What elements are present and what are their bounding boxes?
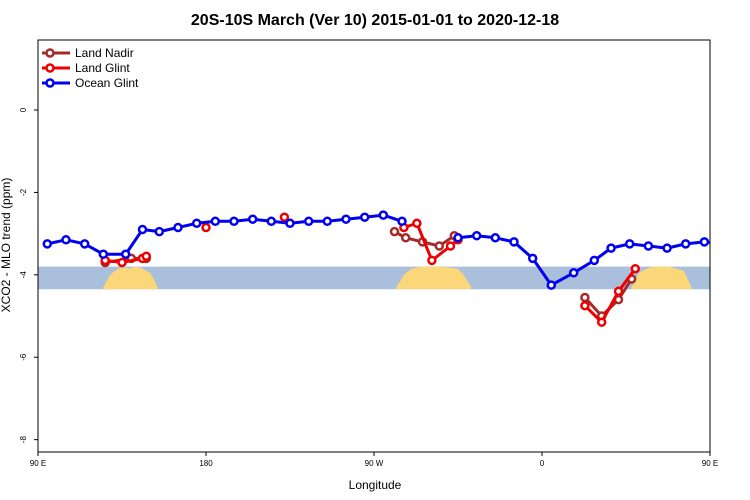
ocean-glint-point (453, 233, 463, 243)
legend-marker (45, 48, 55, 58)
ocean-glint-point (229, 216, 239, 227)
ocean-glint-point (662, 243, 672, 253)
land-glint-point (279, 212, 290, 222)
ocean-glint-point (359, 212, 370, 222)
ocean-glint-point (589, 255, 600, 266)
surface-band (38, 266, 710, 290)
land-glint-point (117, 257, 127, 268)
chart-title: 20S-10S March (Ver 10) 2015-01-01 to 202… (191, 12, 559, 29)
land-glint-point (630, 263, 641, 274)
ocean-glint-point (191, 218, 202, 229)
land-glint-point (141, 251, 152, 262)
land-nadir-point (400, 233, 411, 243)
land-nadir-point (389, 226, 400, 237)
land-glint-point (412, 218, 422, 229)
legend-item-land-nadir: Land Nadir (42, 46, 134, 60)
land-glint-series (100, 212, 641, 327)
ocean-glint-series (42, 210, 745, 290)
ocean-glint-point (341, 214, 351, 224)
ocean-glint-point (247, 214, 258, 224)
land-glint-point (580, 300, 590, 311)
series-layer (42, 210, 745, 327)
y-axis-label: XCO2 - MLO trend (ppm) (0, 178, 13, 313)
legend-label: Land Glint (75, 61, 130, 75)
y-tick-label: 0 (19, 107, 28, 112)
land-glint-line (583, 267, 637, 324)
ocean-glint-point (680, 239, 691, 249)
land-nadir-point (434, 241, 445, 251)
ocean-glint-point (471, 230, 482, 241)
ocean-glint-point (322, 216, 333, 227)
x-tick-label: 90 E (702, 459, 718, 468)
y-tick-label: -4 (19, 271, 28, 279)
land-patch (103, 266, 158, 290)
ocean-glint-point (397, 216, 407, 227)
ocean-glint-point (738, 251, 745, 258)
legend-label: Land Nadir (75, 46, 134, 60)
legend-item-ocean-glint: Ocean Glint (42, 76, 139, 90)
land-glint-point (596, 317, 607, 327)
ocean-glint-point (137, 224, 148, 235)
ocean-glint-point (303, 216, 314, 227)
x-tick-label: 180 (199, 459, 213, 468)
ocean-glint-point (173, 222, 183, 233)
legend-label: Ocean Glint (75, 76, 139, 90)
ocean-glint-point (79, 239, 90, 249)
ocean-glint-point (210, 216, 221, 227)
ocean-glint-point (624, 239, 635, 249)
ocean-glint-point (42, 239, 53, 249)
ocean-glint-point (527, 253, 538, 264)
legend-item-land-glint: Land Glint (42, 61, 130, 75)
legend-marker (45, 63, 55, 73)
land-glint-point (445, 241, 456, 251)
ocean-glint-point (98, 249, 109, 259)
y-tick-label: -8 (19, 436, 28, 444)
ocean-glint-point (285, 218, 295, 229)
axes: 90 E 180 90 W 0 90 E 0 -2 -4 -6 -8 (19, 39, 718, 468)
x-tick-label: 0 (540, 459, 545, 468)
x-tick-label: 90 E (30, 459, 46, 468)
ocean-glint-point (509, 237, 519, 247)
land-patch (631, 266, 692, 290)
ocean-glint-point (568, 268, 579, 278)
y-tick-label: -2 (19, 188, 28, 196)
ocean-glint-point (546, 280, 557, 290)
land-glint-point (427, 255, 437, 266)
ocean-glint-point (643, 241, 654, 251)
y-tick-label: -6 (19, 353, 28, 361)
ocean-glint-point (490, 233, 501, 243)
legend-marker (45, 78, 55, 88)
x-axis-label: Longitude (349, 478, 402, 492)
ocean-glint-point (606, 243, 616, 253)
ocean-glint-point (120, 249, 131, 259)
land-patch (396, 266, 472, 290)
ocean-glint-point (61, 235, 71, 245)
ocean-glint-point (154, 226, 165, 237)
land-glint-point (201, 222, 211, 233)
ocean-glint-point (720, 240, 727, 247)
land-glint-point (613, 286, 624, 297)
ocean-glint-point (378, 210, 389, 220)
x-tick-label: 90 W (365, 459, 384, 468)
ocean-glint-point (699, 237, 710, 247)
ocean-glint-point (266, 216, 277, 227)
land-nadir-point (580, 292, 590, 303)
